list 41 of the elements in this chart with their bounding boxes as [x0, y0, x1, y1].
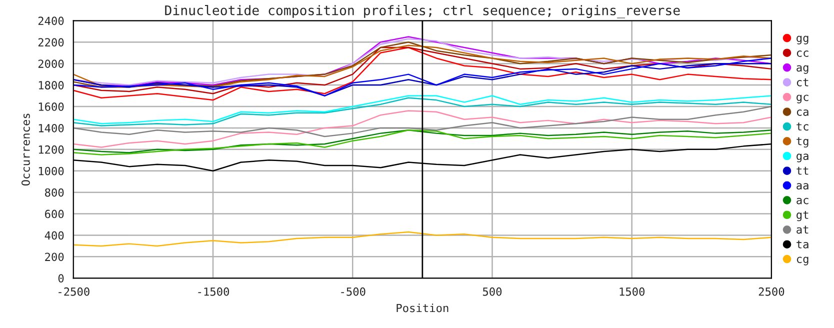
legend-label: cc	[796, 50, 808, 57]
legend-label: tg	[796, 137, 808, 148]
legend-label: tc	[796, 122, 808, 131]
line-series	[73, 106, 772, 138]
y-tick-label: 2000	[38, 60, 64, 68]
y-tick-label: 1200	[38, 145, 64, 154]
legend-label: ac	[796, 198, 808, 204]
y-tick-label: 0	[58, 274, 64, 283]
legend-label: ga	[796, 154, 808, 162]
x-tick-label: -500	[341, 287, 366, 296]
legend-label: gt	[796, 210, 808, 222]
legend-label: gg	[796, 36, 808, 44]
chart-title: Dinucleotide composition profiles; ctrl sequence; origins_reverse	[165, 5, 680, 18]
legend-label: cg	[796, 256, 808, 266]
legend-label: tt	[796, 166, 808, 175]
x-tick-label: 500	[482, 287, 502, 296]
x-tick-label: 1500	[620, 287, 644, 296]
y-tick-label: 200	[45, 252, 64, 262]
y-tick-label: 1400	[38, 124, 64, 132]
legend-label: ct	[796, 78, 808, 86]
legend-label: ta	[796, 240, 808, 248]
y-tick-label: 1600	[38, 102, 64, 111]
legend-label: ag	[796, 65, 808, 74]
line-series	[73, 231, 772, 247]
y-tick-label: 400	[44, 231, 64, 240]
y-tick-label: 1000	[38, 166, 64, 176]
y-tick-label: 800	[45, 188, 64, 197]
y-tick-label: 600	[45, 210, 64, 218]
y-tick-label: 2200	[38, 38, 64, 47]
x-tick-label: 2500	[758, 287, 784, 296]
x-axis-title: Position	[396, 304, 448, 312]
legend-label: aa	[796, 183, 808, 190]
legend-label: at	[796, 226, 808, 234]
y-axis-title: Occurrences	[21, 114, 30, 186]
y-tick-label: 2400	[38, 16, 64, 26]
line-series	[73, 110, 772, 148]
legend-label: ca	[796, 109, 808, 116]
y-tick-label: 1800	[38, 81, 64, 90]
x-tick-label: -2500	[58, 287, 90, 296]
legend-label: gc	[796, 94, 808, 104]
x-tick-label: -1500	[198, 287, 230, 296]
